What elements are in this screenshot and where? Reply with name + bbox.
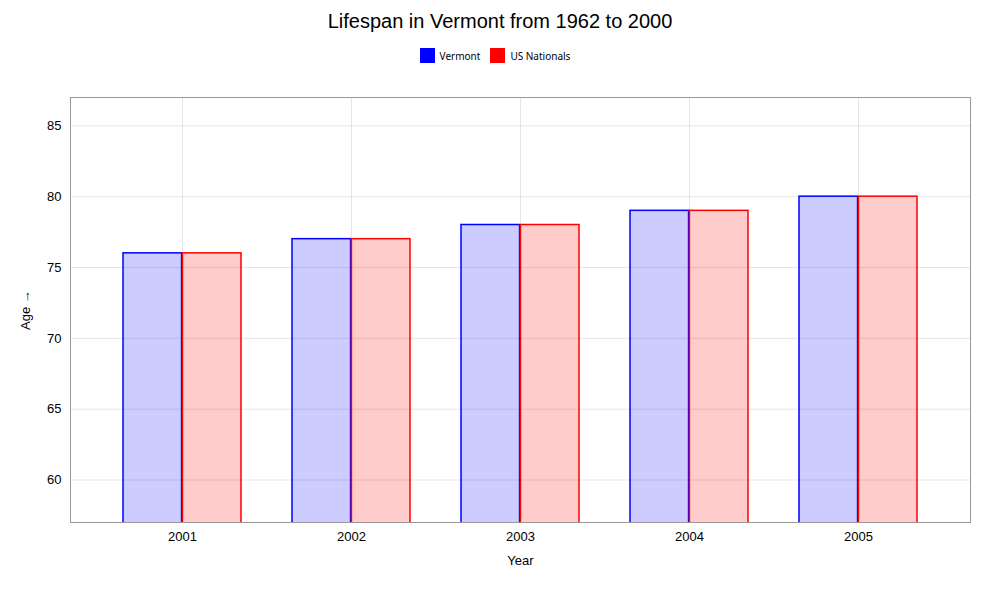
html-text:US Nationals: US Nationals: [510, 48, 571, 63]
svg-text:2005: 2005: [844, 529, 873, 544]
svg-text:Year: Year: [507, 553, 534, 568]
svg-text:60: 60: [47, 472, 61, 487]
svg-text:2003: 2003: [506, 529, 535, 544]
svg-text:75: 75: [47, 260, 61, 275]
svg-text:2001: 2001: [168, 529, 197, 544]
svg-text:Age →: Age →: [18, 290, 33, 330]
svg-text:2004: 2004: [675, 529, 704, 544]
html-text:Vermont: Vermont: [439, 48, 481, 63]
svg-text:85: 85: [47, 118, 61, 133]
svg-text:2002: 2002: [337, 529, 366, 544]
html-text:Lifespan in Vermont from 1962: Lifespan in Vermont from 1962 to 2000: [327, 10, 673, 32]
svg-text:65: 65: [47, 401, 61, 416]
svg-text:70: 70: [47, 330, 61, 345]
svg-text:80: 80: [47, 189, 61, 204]
